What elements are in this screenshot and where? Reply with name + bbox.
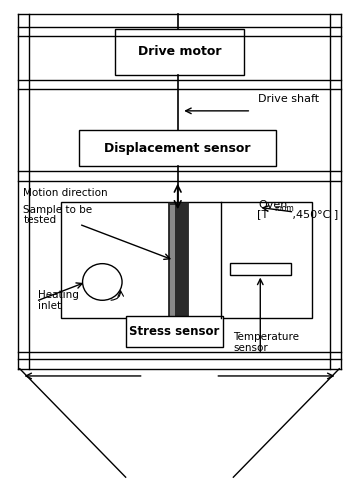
Bar [170, 205, 175, 316]
Bar [79, 130, 276, 166]
Text: Sample to be: Sample to be [23, 205, 93, 214]
Text: Heating: Heating [38, 291, 79, 300]
Text: Stress sensor: Stress sensor [129, 325, 219, 338]
Text: tested: tested [23, 215, 56, 225]
Bar [61, 202, 312, 318]
Text: ,450°C ]: ,450°C ] [289, 210, 338, 219]
Text: Drive shaft: Drive shaft [258, 94, 320, 104]
Bar [115, 29, 244, 75]
Bar [230, 263, 291, 275]
Text: inlet: inlet [38, 301, 61, 311]
Text: room: room [274, 204, 294, 213]
Text: Motion direction: Motion direction [23, 188, 108, 198]
Bar [168, 202, 188, 318]
Text: Temperature: Temperature [233, 333, 299, 342]
Text: [T: [T [257, 210, 268, 219]
Text: Drive motor: Drive motor [138, 45, 221, 58]
Text: Oven: Oven [258, 200, 288, 210]
Bar [126, 316, 223, 347]
Text: Displacement sensor: Displacement sensor [104, 142, 251, 155]
Text: sensor: sensor [233, 343, 268, 353]
